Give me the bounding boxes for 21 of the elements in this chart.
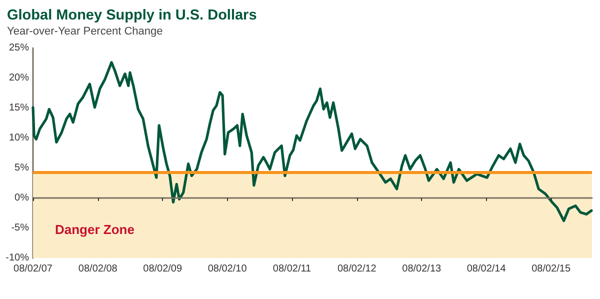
band-label: Danger Zone [55, 222, 134, 237]
x-tick-label: 08/02/09 [143, 264, 182, 274]
x-tick-label: 08/02/15 [532, 264, 571, 274]
line-series [32, 61, 593, 222]
y-tick-label: 5% [14, 162, 30, 174]
x-tick-label: 08/02/10 [208, 264, 248, 274]
y-tick-label: 10% [8, 132, 30, 144]
x-tick-label: 08/02/07 [14, 264, 53, 274]
x-tick-label: 08/02/13 [402, 264, 442, 274]
x-tick-label: 08/02/14 [466, 264, 506, 274]
x-tick-label: 08/02/12 [337, 264, 377, 274]
y-tick-label: 25% [8, 42, 30, 54]
chart-title: Global Money Supply in U.S. Dollars [7, 8, 257, 24]
y-tick-label: 15% [8, 102, 30, 114]
y-tick-label: -10% [6, 252, 30, 264]
y-tick-label: -5% [11, 222, 30, 234]
y-tick-label: 0% [14, 192, 30, 204]
y-tick-label: 20% [8, 72, 30, 84]
x-tick-label: 08/02/08 [78, 264, 118, 274]
chart-subtitle: Year-over-Year Percent Change [7, 26, 163, 38]
x-tick-label: 08/02/11 [272, 264, 312, 274]
